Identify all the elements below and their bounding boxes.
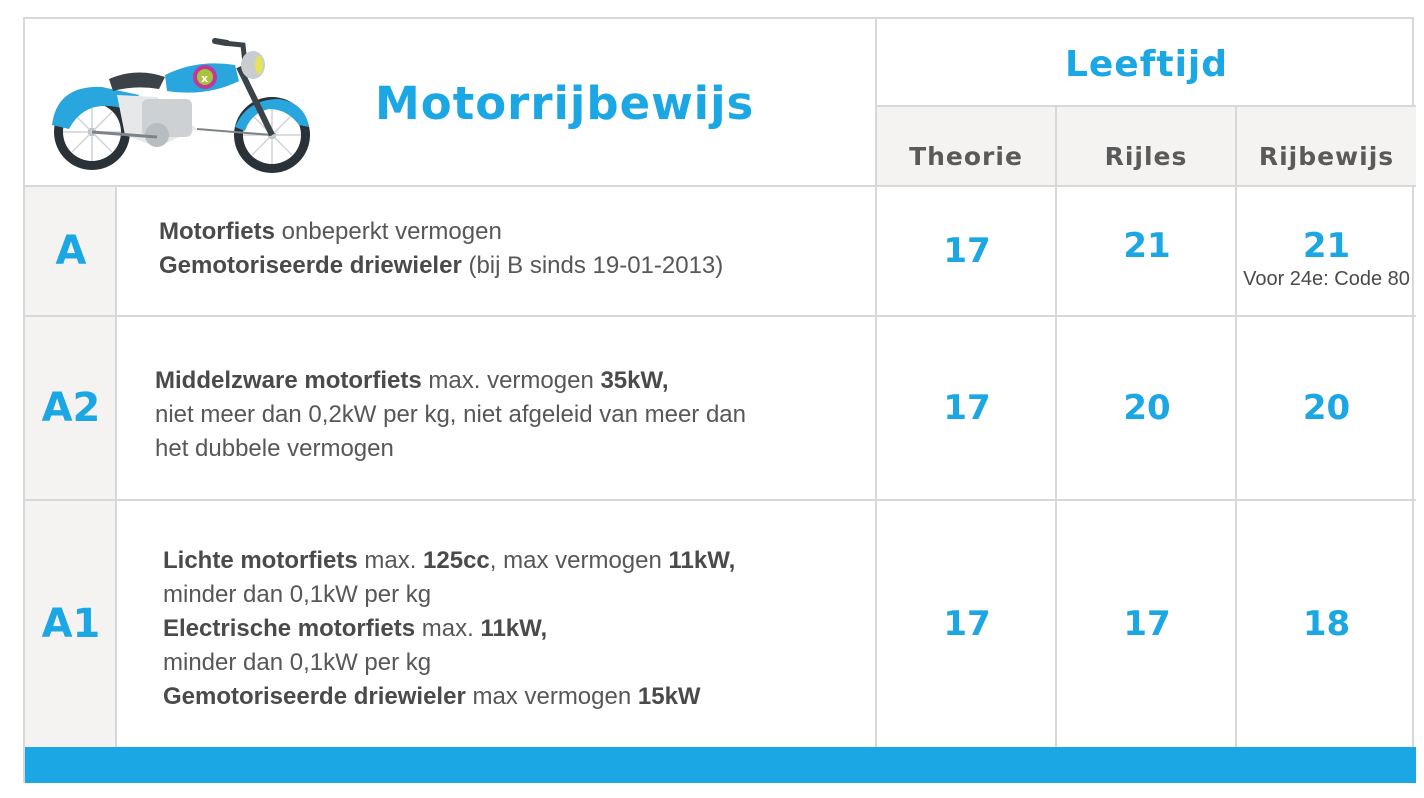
- column-header-rijbewijs: Rijbewijs: [1258, 141, 1395, 171]
- description-bold-text: 15kW: [637, 683, 701, 710]
- description-bold-text: Lichte motorfiets: [163, 547, 358, 574]
- description-line: minder dan 0,1kW per kg: [163, 578, 735, 612]
- description-bold-text: Motorfiets: [159, 218, 275, 245]
- age-rijbewijs: 21 Voor 24e: Code 80: [1243, 225, 1410, 290]
- category-column-bg: [25, 187, 117, 747]
- age-theorie: 17: [943, 604, 991, 644]
- category-description: Middelzware motorfiets max. vermogen 35k…: [155, 364, 746, 466]
- category-label: A2: [41, 385, 101, 431]
- age-rijbewijs: 18: [1302, 604, 1351, 644]
- description-line: Gemotoriseerde driewieler (bij B sinds 1…: [159, 249, 723, 283]
- category-label: A: [55, 228, 87, 274]
- divider: [877, 105, 1416, 107]
- description-line: minder dan 0,1kW per kg: [163, 646, 735, 680]
- divider: [1235, 107, 1237, 747]
- description-bold-text: 11kW,: [480, 615, 548, 642]
- description-bold-text: Electrische motorfiets: [163, 615, 416, 642]
- divider: [25, 185, 1416, 187]
- age-rijles: 20: [1123, 388, 1171, 428]
- motorcycle-icon: x: [52, 38, 310, 173]
- description-text: onbeperkt vermogen: [275, 218, 502, 245]
- description-text: minder dan 0,1kW per kg: [163, 581, 432, 608]
- description-line: Lichte motorfiets max. 125cc, max vermog…: [163, 544, 735, 578]
- description-bold-text: 35kW,: [600, 367, 669, 394]
- age-theorie: 17: [943, 231, 991, 271]
- description-bold-text: Middelzware motorfiets: [155, 367, 422, 394]
- description-text: max. vermogen: [421, 367, 601, 394]
- description-text: , max vermogen: [489, 547, 669, 574]
- divider: [875, 19, 877, 747]
- description-text: max.: [415, 615, 481, 642]
- description-line: Middelzware motorfiets max. vermogen 35k…: [155, 364, 746, 398]
- column-header-rijles: Rijles: [1104, 141, 1188, 171]
- description-bold-text: 125cc: [423, 547, 490, 574]
- svg-text:x: x: [201, 72, 208, 85]
- description-text: niet meer dan 0,2kW per kg, niet afgelei…: [155, 401, 746, 428]
- divider: [25, 315, 1416, 317]
- description-text: max vermogen: [465, 683, 638, 710]
- description-line: Gemotoriseerde driewieler max vermogen 1…: [163, 680, 735, 714]
- category-description: Motorfiets onbeperkt vermogen Gemotorisee…: [159, 215, 723, 283]
- license-table: x Motorrijbewijs Leeftijd Theorie Rijles…: [23, 17, 1416, 783]
- age-theorie: 17: [943, 388, 991, 428]
- age-rijles: 17: [1123, 604, 1171, 644]
- description-line: Motorfiets onbeperkt vermogen: [159, 215, 723, 249]
- subheader-bg: [877, 107, 1416, 187]
- divider: [1055, 107, 1057, 747]
- description-bold-text: Gemotoriseerde driewieler: [159, 252, 462, 279]
- footer-bar: [25, 747, 1416, 783]
- age-rijles: 21: [1123, 226, 1171, 266]
- description-line: het dubbele vermogen: [155, 432, 746, 466]
- category-label: A1: [41, 601, 101, 647]
- description-text: het dubbele vermogen: [155, 435, 394, 462]
- description-bold-text: Gemotoriseerde driewieler: [163, 683, 466, 710]
- description-text: max.: [357, 547, 424, 574]
- divider: [115, 187, 117, 747]
- description-bold-text: 11kW,: [668, 547, 736, 574]
- page-title: Motorrijbewijs: [375, 77, 755, 130]
- divider: [25, 499, 1416, 501]
- rijbewijs-note: Voor 24e: Code 80: [1243, 267, 1410, 290]
- category-description: Lichte motorfiets max. 125cc, max vermog…: [163, 544, 735, 714]
- description-text: minder dan 0,1kW per kg: [163, 649, 432, 676]
- description-text: (bij B sinds 19-01-2013): [461, 252, 724, 279]
- age-group-label: Leeftijd: [1064, 44, 1229, 85]
- description-line: Electrische motorfiets max. 11kW,: [163, 612, 735, 646]
- age-rijbewijs: 20: [1302, 388, 1351, 428]
- description-line: niet meer dan 0,2kW per kg, niet afgelei…: [155, 398, 746, 432]
- column-header-theorie: Theorie: [909, 141, 1023, 171]
